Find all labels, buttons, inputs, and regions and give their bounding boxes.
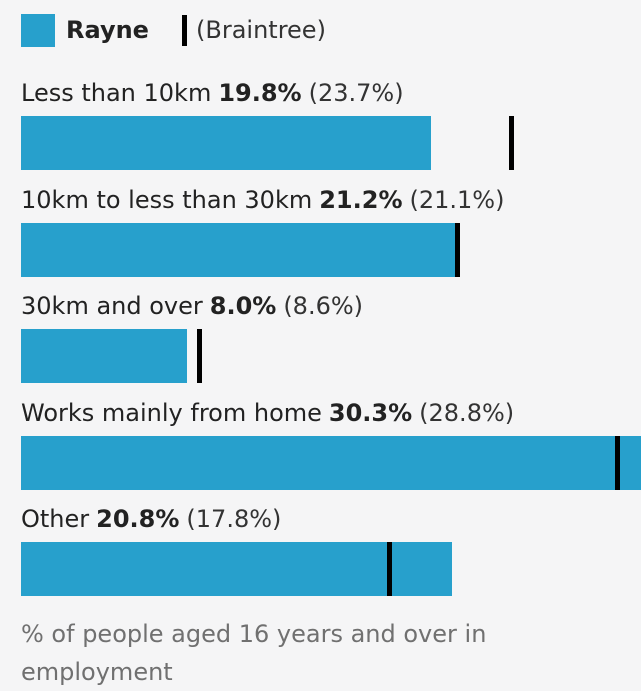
category-label: 10km to less than 30km 21.2% (21.1%): [21, 185, 504, 215]
legend-label: (Braintree): [196, 16, 326, 44]
comparison-marker: [509, 116, 515, 170]
comparison-label: (23.7%): [308, 79, 404, 107]
category-name: 30km and over: [21, 292, 203, 320]
bar: [21, 116, 431, 170]
category-label: Works mainly from home 30.3% (28.8%): [21, 398, 514, 428]
comparison-marker: [455, 222, 461, 277]
comparison-marker: [196, 329, 202, 383]
axis-note: % of people aged 16 years and over in em…: [21, 620, 487, 686]
category-label: 30km and over 8.0% (8.6%): [21, 291, 363, 321]
category-name: 10km to less than 30km: [21, 185, 313, 214]
value-label: 21.2%: [319, 185, 403, 214]
category-label: Other 20.8% (17.8%): [21, 504, 281, 534]
value-label: 20.8%: [96, 505, 180, 533]
category-name: Other: [21, 505, 90, 533]
bar: [21, 542, 452, 596]
legend-marker: [182, 15, 187, 46]
legend-label: Rayne: [66, 16, 149, 44]
comparison-label: (21.1%): [409, 185, 505, 214]
value-label: 30.3%: [328, 398, 413, 427]
legend-swatch: [21, 14, 55, 47]
comparison-label: (8.6%): [283, 292, 364, 320]
comparison-label: (28.8%): [419, 398, 515, 427]
category-label: Less than 10km 19.8% (23.7%): [21, 78, 404, 108]
comparison-marker: [614, 435, 620, 490]
value-label: 19.8%: [218, 79, 302, 107]
bar: [21, 329, 187, 383]
comparison-marker: [386, 542, 392, 596]
bar: [21, 222, 460, 277]
category-name: Works mainly from home: [21, 398, 322, 427]
bar: [21, 435, 641, 490]
category-name: Less than 10km: [21, 79, 212, 107]
comparison-label: (17.8%): [186, 505, 282, 533]
value-label: 8.0%: [209, 292, 277, 320]
